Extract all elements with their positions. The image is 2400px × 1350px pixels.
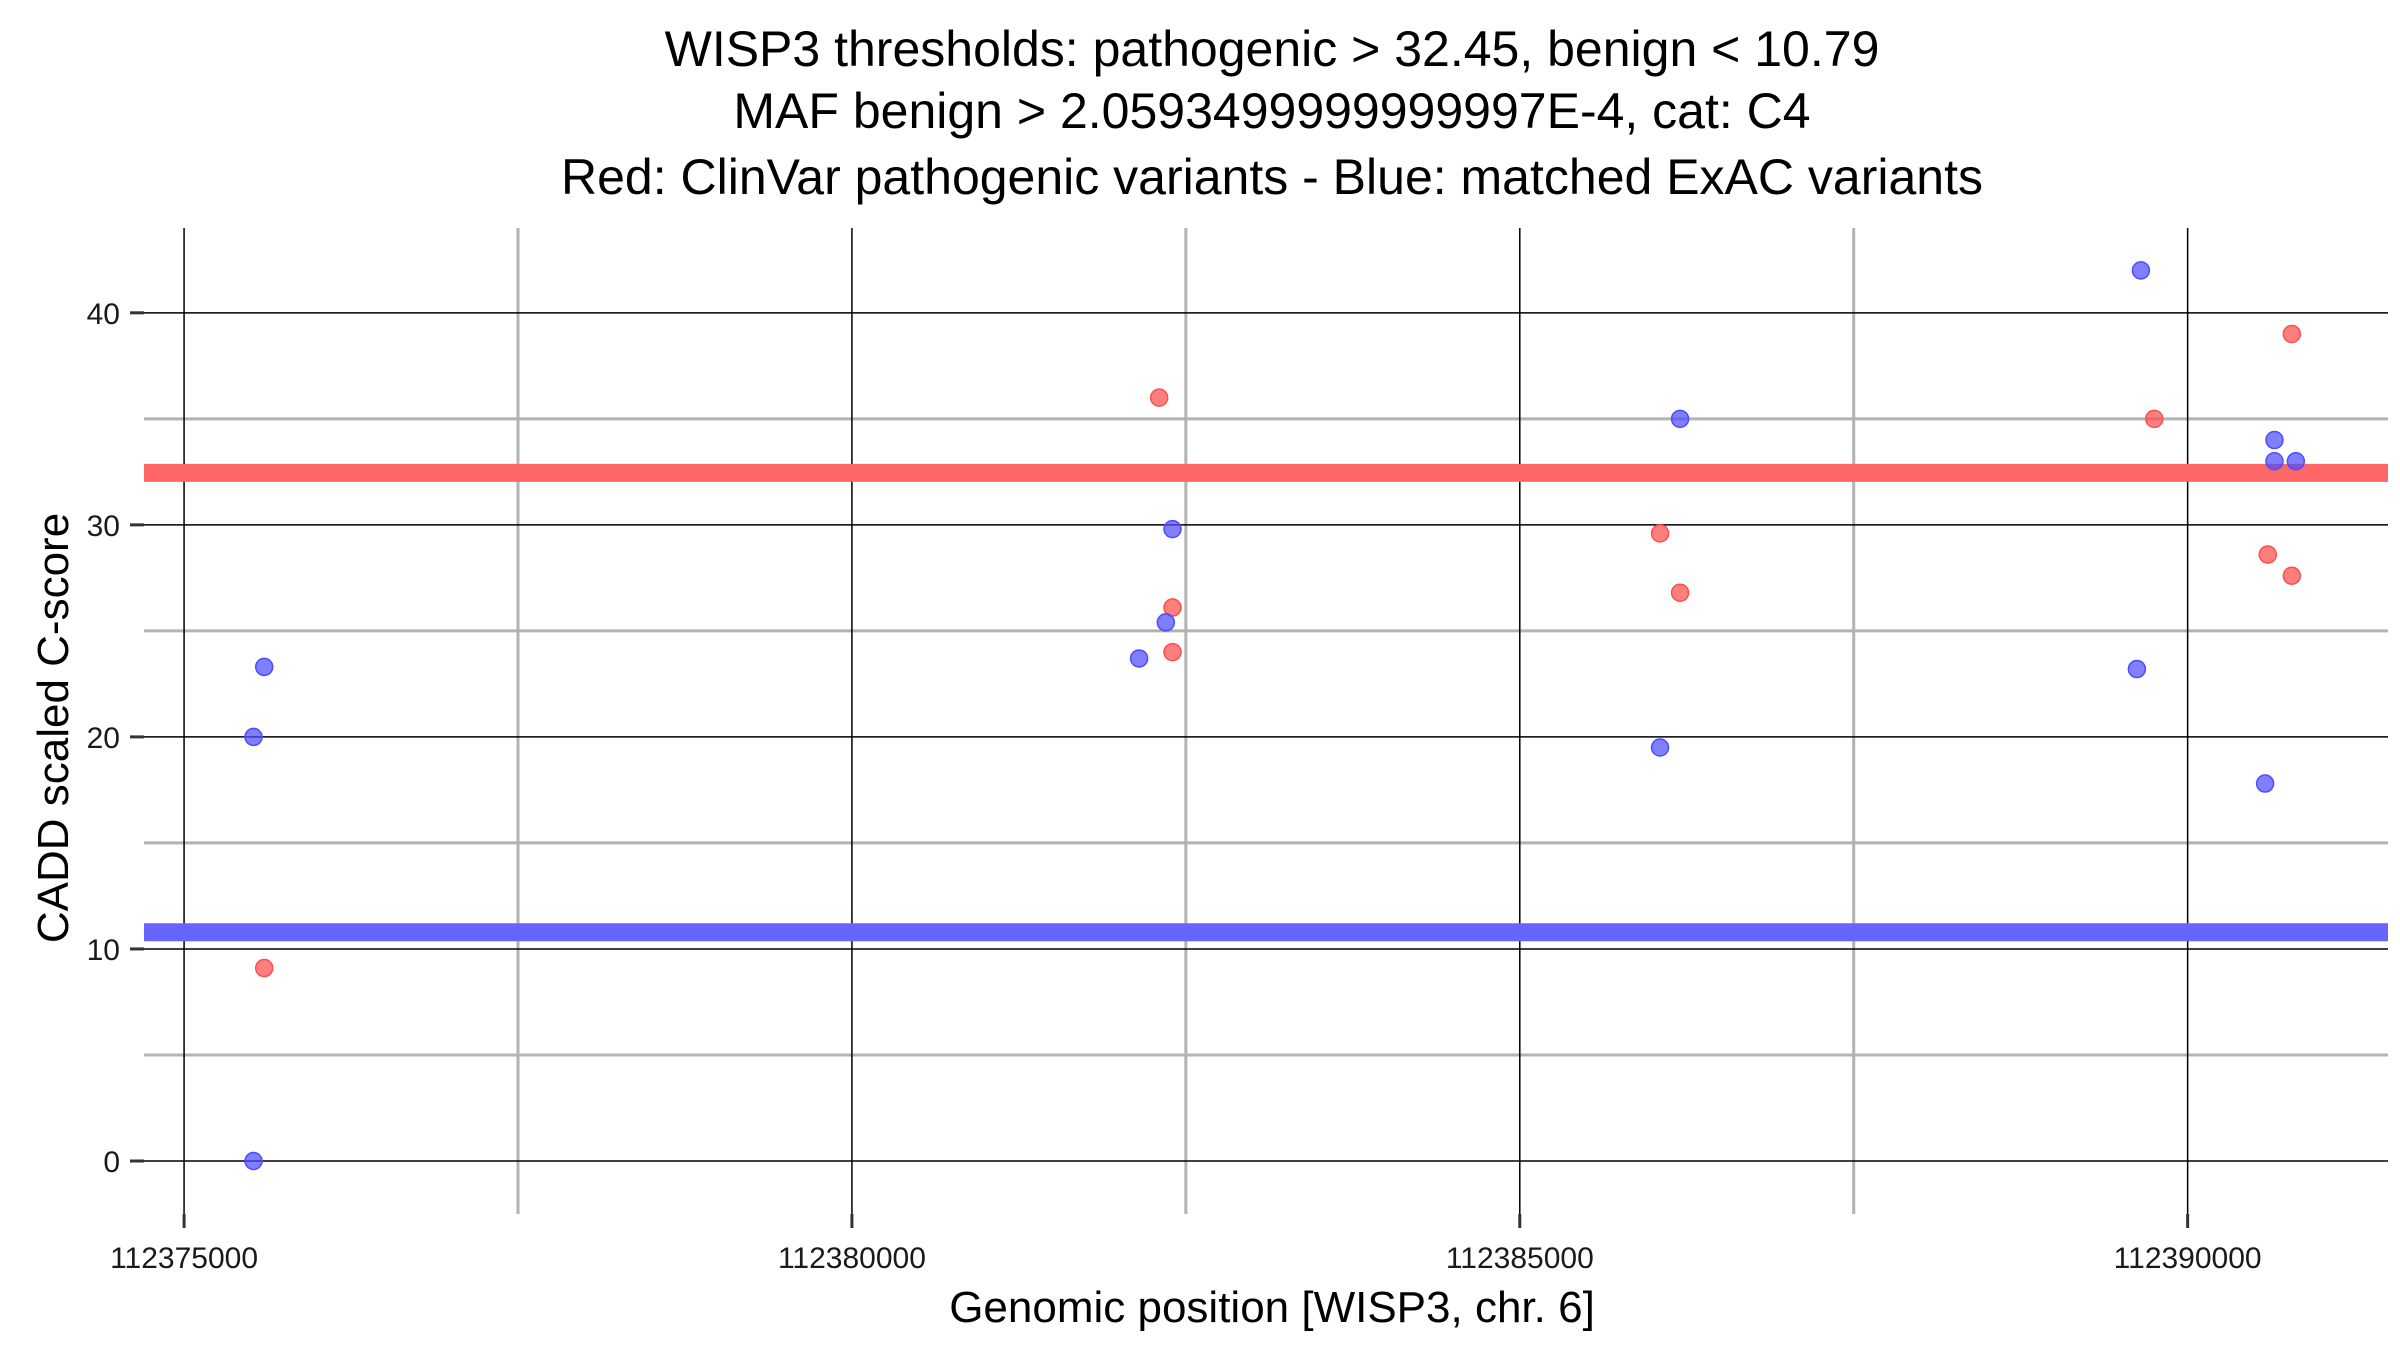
exac-variant-point [1156,613,1176,632]
exac-variant-point [1670,409,1690,429]
y-tick-label: 10 [87,934,120,967]
x-axis-title: Genomic position [WISP3, chr. 6] [949,1283,1595,1332]
exac-variant-point [2265,451,2284,471]
chart-title: WISP3 thresholds: pathogenic > 32.45, be… [561,21,1983,205]
exac-variant-point [2265,430,2284,450]
clinvar-pathogenic-point [2145,409,2164,429]
clinvar-pathogenic-point [1149,388,1169,407]
clinvar-pathogenic-point [2282,566,2302,586]
x-tick-label: 112375000 [110,1242,258,1275]
x-axis-ticks: 112375000 112380000 112385000 112390000 [110,1214,2262,1275]
clinvar-pathogenic-point [1163,642,1182,662]
exac-variant-point [2127,659,2147,679]
y-tick-label: 0 [103,1146,120,1179]
exac-variant-point [1163,519,1182,539]
exac-variant-point [2255,774,2275,793]
y-tick-label: 40 [87,298,120,331]
major-gridlines [144,228,2388,1214]
title-line-1: WISP3 thresholds: pathogenic > 32.45, be… [665,21,1880,77]
exac-variant-point [1129,649,1149,668]
exac-variant-point [2131,261,2151,280]
exac-variant-point [254,657,274,677]
threshold-lines [144,463,2388,942]
x-tick-label: 112385000 [1446,1242,1594,1275]
y-axis-title: CADD scaled C-score [29,513,78,943]
minor-gridlines [144,228,2388,1214]
title-line-3: Red: ClinVar pathogenic variants - Blue:… [561,149,1983,205]
y-tick-label: 20 [87,722,120,755]
exac-variant-point [2286,451,2306,471]
x-tick-label: 112380000 [778,1242,926,1275]
clinvar-pathogenic-point [254,958,274,978]
y-axis-ticks: 0 10 20 30 40 [87,298,144,1179]
exac-variant-point [1650,738,1670,757]
x-tick-label: 112390000 [2114,1242,2262,1275]
exac-variant-point [244,727,263,747]
plot-area: 112375000 112380000 112385000 112390000 0 10… [87,228,2388,1275]
clinvar-pathogenic-point [2282,324,2302,344]
clinvar-pathogenic-point [2258,545,2278,564]
title-line-2: MAF benign > 2.0593499999999997E-4, cat:… [733,83,1810,139]
clinvar-pathogenic-point [1670,583,1690,602]
y-tick-label: 30 [87,510,120,543]
data-points [244,261,2306,1171]
exac-variant-point [244,1151,263,1171]
clinvar-pathogenic-point [1650,524,1670,543]
